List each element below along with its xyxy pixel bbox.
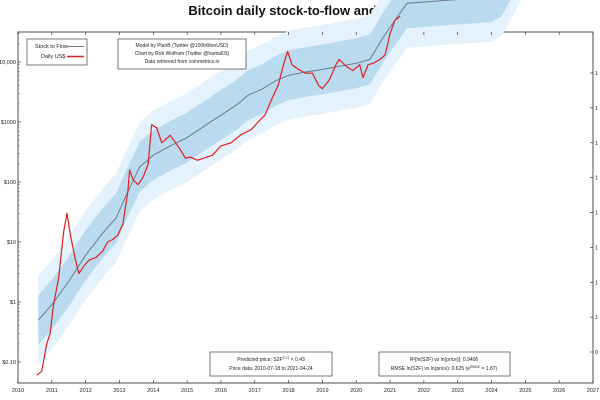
credit-data: Data retrieved from coinmetrics.io: [145, 59, 220, 65]
right-tick-label: 1: [595, 141, 598, 147]
right-tick-label: 1: [595, 71, 598, 77]
x-tick-label: 2012: [80, 388, 92, 394]
legend-label-stock-to-flow: Stock to Flow: [35, 44, 68, 50]
right-tick-label: 0: [595, 350, 598, 356]
right-tick-label: 1: [595, 211, 598, 217]
x-tick-label: 2010: [12, 388, 24, 394]
rmse-text: RMSE ln(S2F) vs ln(price): 0.625 (eRMSE …: [391, 365, 498, 372]
legend: Stock to Flow Daily US$: [26, 38, 88, 66]
right-tick-label: 1: [595, 245, 598, 251]
y-tick-label: $10,000: [0, 60, 16, 66]
rmse-label: RMSE ln(S2F) vs ln(price): 0.625 (e: [391, 366, 470, 372]
right-axis-ticks: 1 1 1 1 1 1 1 1 0: [590, 71, 598, 356]
y-tick-label: $1000: [1, 120, 16, 126]
statistics-box: [378, 351, 511, 377]
x-tick-label: 2013: [113, 388, 125, 394]
x-axis-ticks: 2010 2011 2012 2013 2014 2015 2016 2017 2018 2019…: [12, 32, 599, 394]
x-tick-label: 2016: [215, 388, 227, 394]
y-tick-label: $100: [4, 180, 16, 186]
x-tick-label: 2021: [384, 388, 396, 394]
x-tick-label: 2024: [485, 388, 497, 394]
right-tick-label: 1: [595, 176, 598, 182]
x-tick-label: 2017: [249, 388, 261, 394]
rmse-exponent: RMSE: [470, 365, 481, 369]
x-tick-label: 2025: [519, 388, 531, 394]
legend-label-daily-usd: Daily US$: [41, 54, 65, 60]
daily-price-line: [36, 15, 401, 376]
price-data-range: Price data: 2010-07-18 to 2021-04-24: [229, 366, 313, 372]
predicted-price-text: Predicted price: S2F3.27 × 0.43: [237, 356, 305, 363]
x-tick-label: 2023: [452, 388, 464, 394]
right-tick-label: 1: [595, 280, 598, 286]
x-tick-label: 2015: [181, 388, 193, 394]
x-tick-label: 2014: [147, 388, 159, 394]
legend-box: [26, 38, 88, 66]
y-axis-ticks: $0.10 $1 $10 $100 $1000 $10,000: [0, 33, 21, 366]
credit-chart: Chart by Rob Wolfram (Twitter @hamal03): [135, 51, 230, 57]
credits-box: [117, 38, 247, 70]
prediction-panel: Predicted price: S2F3.27 × 0.43 Price da…: [209, 351, 333, 377]
series-lines: [36, 0, 458, 376]
credit-model: Model by PlanB (Twitter @100trillionUSD): [136, 43, 229, 49]
predicted-price-label: Predicted price: S2F: [237, 357, 282, 363]
x-tick-label: 2020: [350, 388, 362, 394]
x-tick-label: 2027: [587, 388, 599, 394]
x-tick-label: 2011: [46, 388, 58, 394]
prediction-box: [209, 351, 333, 377]
chart-title: Bitcoin daily stock-to-flow and price: [188, 3, 411, 18]
right-tick-label: 1: [595, 106, 598, 112]
statistics-panel: R²[ln(S2F) vs ln(price)]: 0.9406 RMSE ln…: [378, 351, 511, 377]
y-tick-label: $1: [10, 300, 16, 306]
y-tick-label: $10: [7, 240, 16, 246]
x-tick-label: 2022: [418, 388, 430, 394]
x-tick-label: 2026: [553, 388, 565, 394]
r-squared-text: R²[ln(S2F) vs ln(price)]: 0.9406: [410, 357, 479, 363]
predicted-price-exponent: 3.27: [283, 356, 290, 360]
x-tick-label: 2019: [316, 388, 328, 394]
right-tick-label: 1: [595, 315, 598, 321]
y-tick-label: $0.10: [2, 360, 16, 366]
x-tick-label: 2018: [282, 388, 294, 394]
stock-to-flow-line: [37, 0, 458, 321]
inner-band: [38, 0, 511, 345]
credits-panel: Model by PlanB (Twitter @100trillionUSD)…: [117, 38, 247, 70]
rmse-tail: = 1.87): [480, 366, 497, 372]
predicted-price-tail: × 0.43: [289, 357, 305, 363]
